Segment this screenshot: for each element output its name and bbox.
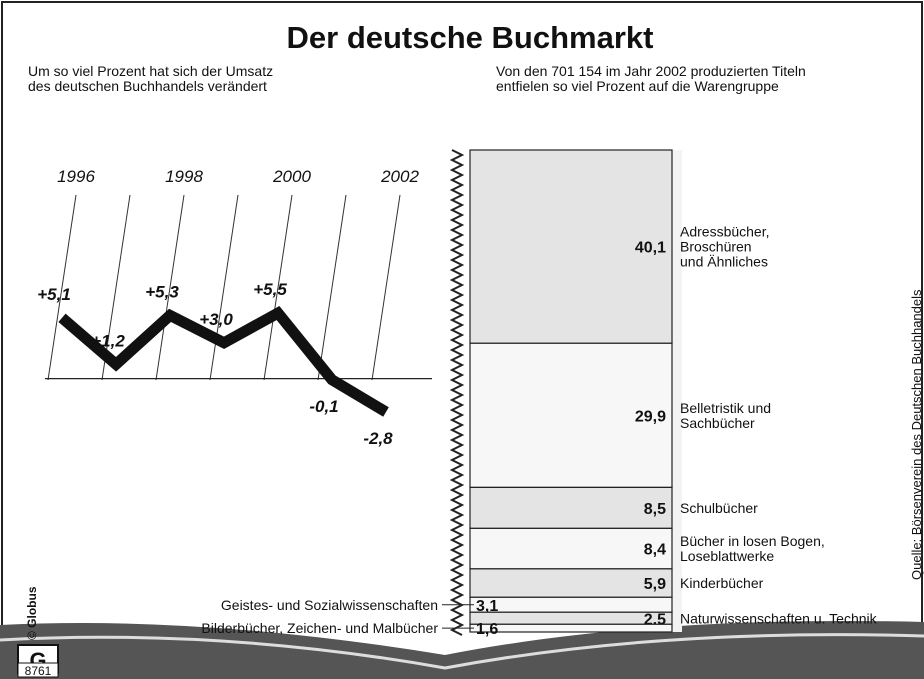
code: 8761 — [25, 664, 52, 678]
subtitle: des deutschen Buchhandels verändert — [28, 78, 267, 94]
category-label: und Ähnliches — [680, 254, 768, 270]
value-label: +5,5 — [253, 280, 287, 299]
segment — [470, 597, 672, 612]
category-label: Bücher in losen Bogen, — [680, 533, 825, 549]
value-label: 1,6 — [476, 621, 498, 638]
value-label: +3,0 — [199, 310, 233, 329]
credit: © Globus — [25, 586, 39, 640]
value-label: 5,9 — [644, 576, 666, 593]
category-label: Adressbücher, — [680, 224, 770, 240]
source: Quelle: Börsenverein des Deutschen Buchh… — [909, 289, 924, 580]
subtitle: Um so viel Prozent hat sich der Umsatz — [28, 63, 273, 79]
value-label: +5,3 — [145, 282, 179, 301]
value-label: 8,4 — [644, 542, 666, 559]
value-label: +1,2 — [91, 331, 125, 350]
subtitle: entfielen so viel Prozent auf die Wareng… — [496, 78, 779, 94]
segment — [470, 487, 672, 528]
segment — [470, 569, 672, 597]
value-label: 29,9 — [635, 408, 666, 425]
category-label: Geistes- und Sozialwissenschaften — [221, 597, 438, 613]
value-label: -0,1 — [309, 397, 338, 416]
x-tick-label: 1996 — [57, 167, 95, 186]
x-tick-label: 2002 — [380, 167, 419, 186]
segment — [470, 624, 672, 632]
subtitle: Von den 701 154 im Jahr 2002 produzierte… — [496, 63, 806, 79]
x-tick-label: 2000 — [272, 167, 311, 186]
title: Der deutsche Buchmarkt — [287, 20, 654, 55]
category-label: Kinderbücher — [680, 575, 764, 591]
category-label: Broschüren — [680, 239, 752, 255]
category-label: Loseblattwerke — [680, 548, 774, 564]
infographic: Der deutsche Buchmarkt © Globus G 8761 Q… — [0, 0, 924, 679]
category-label: Naturwissenschaften u. Technik — [680, 610, 878, 626]
category-label: Schulbücher — [680, 500, 758, 516]
x-tick-label: 1998 — [165, 167, 203, 186]
segment — [470, 612, 672, 624]
value-label: -2,8 — [363, 429, 393, 448]
value-label: 8,5 — [644, 501, 666, 518]
segment — [470, 528, 672, 568]
value-label: 40,1 — [635, 240, 666, 257]
category-label: Belletristik und — [680, 400, 771, 416]
category-label: Bilderbücher, Zeichen- und Malbücher — [201, 620, 438, 636]
category-label: Sachbücher — [680, 415, 755, 431]
value-label: +5,1 — [37, 285, 71, 304]
